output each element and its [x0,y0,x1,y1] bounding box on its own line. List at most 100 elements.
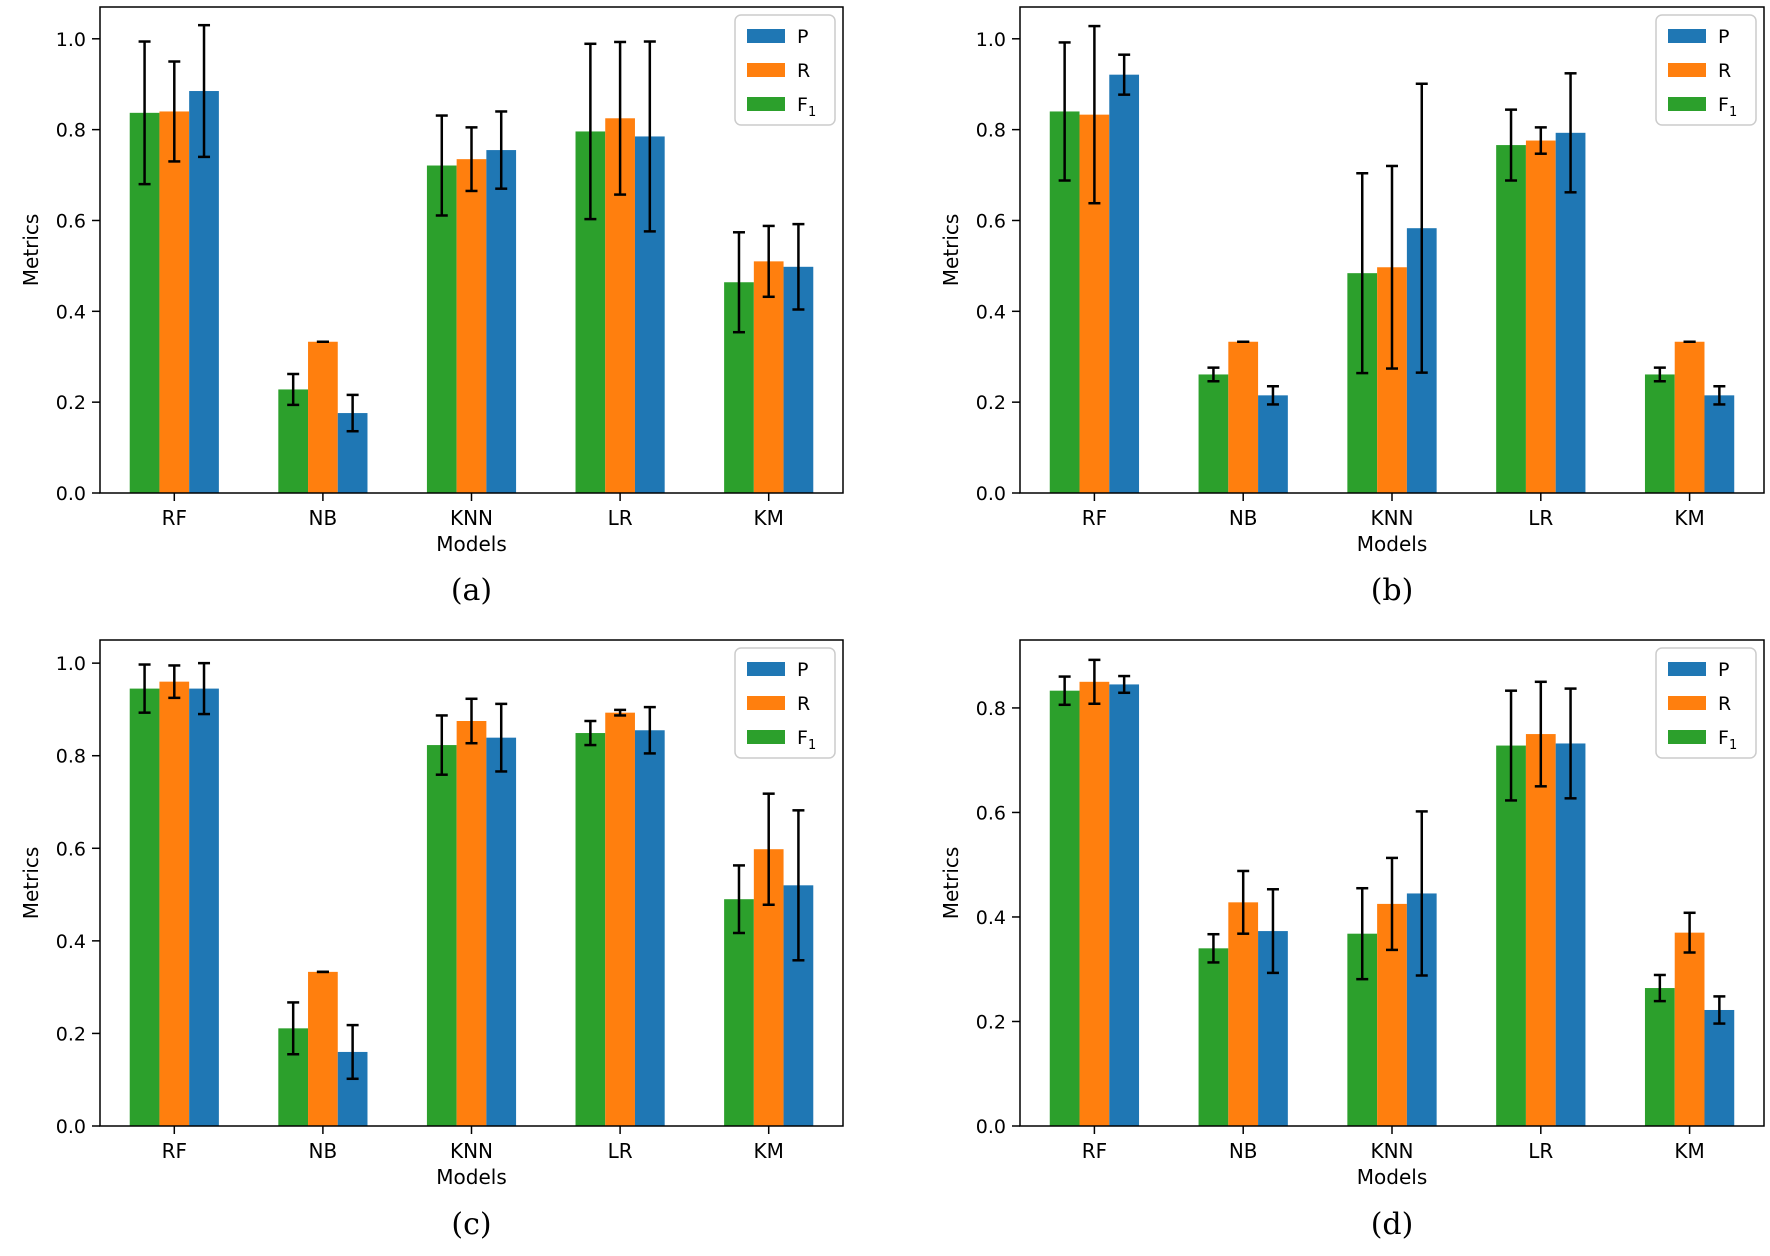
bar-f1-knn [426,165,457,493]
y-tick-label: 0.2 [56,1023,86,1045]
x-tick-label: KNN [1370,1139,1413,1163]
bar-r-lr [605,712,635,1126]
legend-label-r: R [797,60,810,82]
bar-f1-lr [1496,145,1526,494]
bar-f1-lr [1496,745,1526,1126]
legend-swatch-p [747,29,785,43]
chart-panel-d: 0.0 0.2 0.4 0.6 0.8 RF NB KNN LR KM Models Metrics P… [939,639,1765,1242]
error-bar-p-knn [1415,810,1428,977]
legend-label-r: R [797,693,810,715]
error-bar-p-km [1713,995,1726,1025]
legend-label-p: P [1718,26,1729,48]
error-bar-p-nb [1266,385,1279,406]
x-tick-label: LR [608,506,633,530]
legend-swatch-r [747,63,785,77]
error-bar-f1-rf [138,663,151,714]
error-bar-p-lr [1564,687,1577,800]
bar-f1-nb [1198,948,1229,1126]
legend-label-text: F [1718,727,1729,749]
chart-panel-c: 0.0 0.2 0.4 0.6 0.8 1.0 RF NB KNN LR KM Models Metri… [19,639,844,1242]
error-bar-p-knn [495,110,508,190]
legend-label-text: F [797,727,808,749]
x-axis-label: Models [436,532,506,556]
legend-label-text: R [797,60,810,82]
error-bar-f1-knn [1356,886,1369,981]
y-tick-label: 0.6 [976,802,1006,824]
error-bar-f1-lr [584,719,597,747]
error-bar-r-rf [168,664,181,700]
legend-label-text: P [1718,26,1729,48]
error-bar-f1-knn [435,714,448,776]
y-tick-label: 1.0 [976,29,1006,51]
y-axis-label: Metrics [19,214,43,287]
error-bar-f1-nb [287,372,300,407]
y-tick-label: 0.8 [56,120,86,142]
bar-f1-knn [426,745,457,1126]
error-bar-r-rf [168,60,181,163]
error-bar-f1-nb [287,1001,300,1056]
bar-f1-nb [1198,374,1229,493]
error-bar-f1-lr [584,42,597,221]
x-tick-label: NB [1229,506,1258,530]
legend-swatch-f1 [1668,730,1706,744]
x-axis-label: Models [1357,532,1427,556]
bar-f1-rf [1049,690,1080,1126]
bar-r-knn [456,721,487,1126]
bar-r-rf [159,681,190,1126]
error-bar-r-nb [1237,869,1250,935]
error-bar-f1-km [1653,366,1666,383]
bar-f1-lr [575,733,606,1126]
y-tick-label: 0.4 [976,301,1006,323]
legend-swatch-p [1668,662,1706,676]
x-axis-label: Models [1357,1165,1427,1189]
legend-label-text: F [1718,94,1729,116]
y-tick-label: 0.8 [976,120,1006,142]
legend-label-subscript: 1 [1729,105,1737,120]
error-bar-p-nb [346,393,359,433]
error-bar-p-rf [1118,674,1131,695]
bar-r-lr [1525,140,1556,494]
y-tick-label: 0.0 [976,483,1006,505]
error-bar-f1-knn [435,114,448,217]
error-bar-r-rf [1088,658,1101,706]
error-bar-f1-rf [1058,675,1071,707]
y-tick-label: 0.6 [976,210,1006,232]
error-bar-r-knn [1386,856,1398,952]
y-tick-label: 0.0 [976,1116,1006,1138]
x-tick-label: LR [1528,1139,1553,1163]
error-bar-f1-km [732,231,745,334]
error-bar-p-lr [643,705,656,755]
bar-p-rf [189,688,219,1126]
legend-label-r: R [1718,60,1731,82]
y-tick-label: 0.2 [56,392,86,414]
error-bar-r-km [1683,911,1696,954]
panel-caption: (a) [451,573,492,608]
bar-f1-nb [278,389,309,493]
x-tick-label: RF [1082,1139,1107,1163]
x-tick-label: LR [608,1139,633,1163]
x-tick-label: NB [309,506,338,530]
bar-r-knn [456,159,487,493]
error-bar-f1-lr [1505,108,1518,182]
y-axis-label: Metrics [939,847,963,920]
legend-label-r: R [1718,693,1731,715]
bar-p-km [1704,1009,1735,1126]
legend-label-text: P [1718,659,1729,681]
error-bar-p-km [792,222,805,311]
y-tick-label: 1.0 [56,653,86,675]
y-tick-label: 0.8 [56,746,86,768]
error-bar-f1-km [1653,973,1666,1003]
legend-label-text: R [797,693,810,715]
x-tick-label: KM [1674,506,1704,530]
bar-r-rf [1079,681,1110,1126]
bar-r-nb [1228,341,1259,493]
x-tick-label: KM [1674,1139,1704,1163]
bar-f1-km [724,899,754,1126]
error-bar-f1-rf [1058,41,1071,182]
x-tick-label: NB [309,1139,338,1163]
legend-swatch-r [1668,63,1706,77]
